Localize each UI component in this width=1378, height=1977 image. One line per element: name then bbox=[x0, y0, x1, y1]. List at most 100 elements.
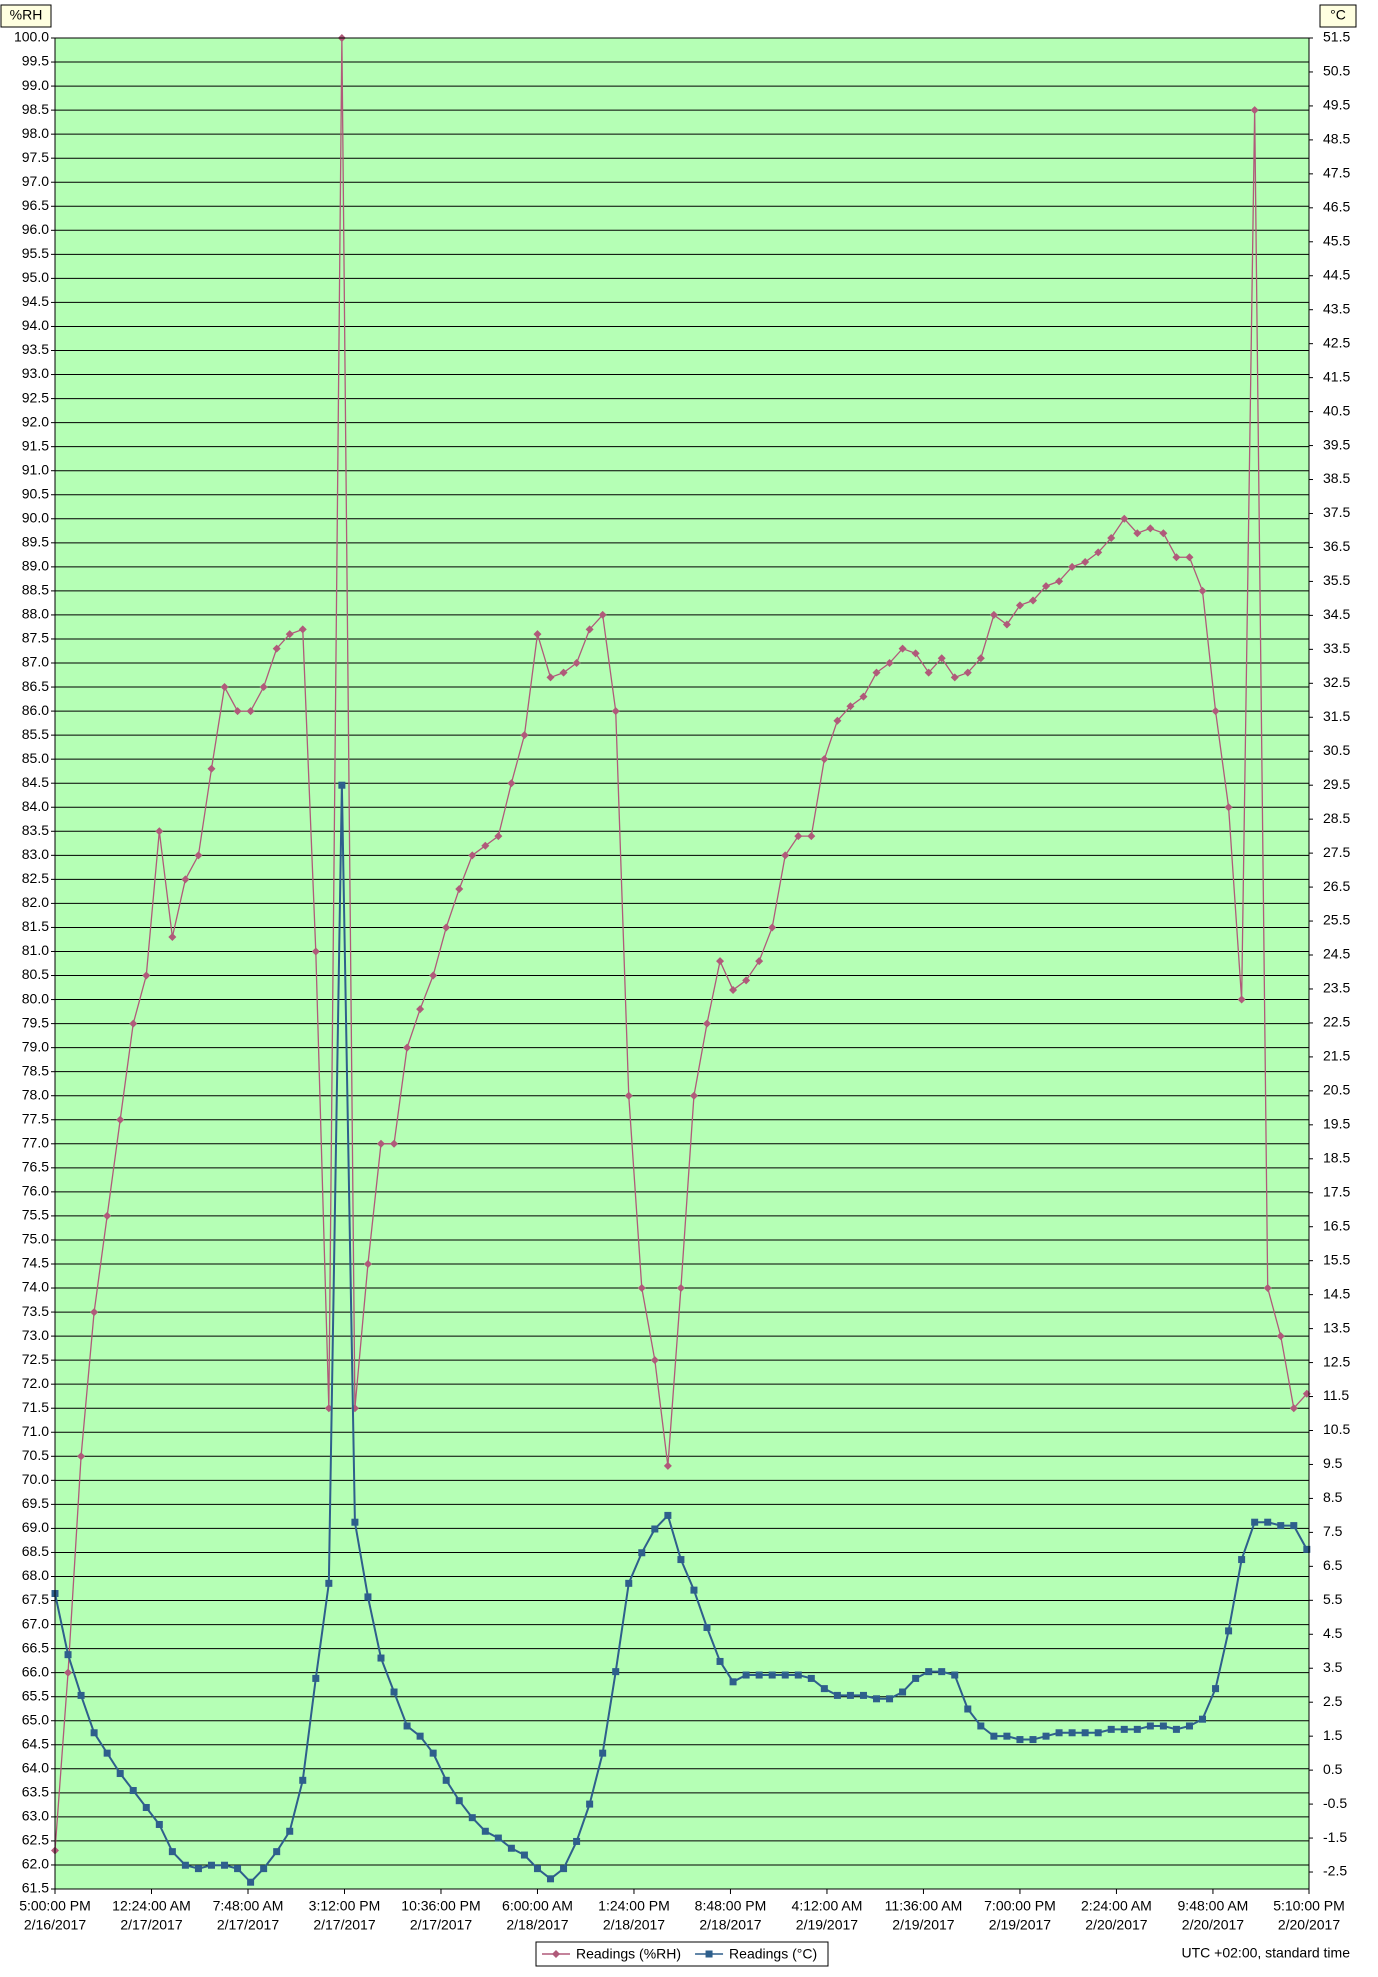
legend-label: Readings (%RH) bbox=[576, 1946, 681, 1962]
data-point bbox=[585, 625, 594, 634]
y2-tick-label: 24.5 bbox=[1323, 946, 1350, 962]
data-point bbox=[233, 707, 242, 716]
y2-tick-label: 39.5 bbox=[1323, 436, 1350, 452]
data-point bbox=[390, 1688, 398, 1696]
legend-label: Readings (°C) bbox=[729, 1946, 817, 1962]
data-point bbox=[272, 644, 281, 653]
y2-tick-label: 51.5 bbox=[1323, 29, 1350, 45]
y2-tick-label: 44.5 bbox=[1323, 266, 1350, 282]
data-point bbox=[1146, 1722, 1154, 1730]
data-point bbox=[820, 1685, 828, 1693]
y-tick-label: 77.5 bbox=[22, 1110, 49, 1126]
y-tick-label: 84.0 bbox=[22, 798, 49, 814]
x-tick-label: 2/18/2017 bbox=[506, 1917, 568, 1933]
legend-marker bbox=[552, 1950, 560, 1958]
y-tick-label: 97.0 bbox=[22, 173, 49, 189]
data-point bbox=[598, 610, 607, 619]
y2-tick-label: 43.5 bbox=[1323, 300, 1350, 316]
data-point bbox=[77, 1452, 86, 1461]
y2-tick-label: 19.5 bbox=[1323, 1116, 1350, 1132]
data-point bbox=[729, 1678, 737, 1686]
y-tick-label: 97.5 bbox=[22, 149, 49, 165]
data-point bbox=[1055, 1729, 1063, 1737]
data-point bbox=[220, 683, 229, 692]
data-point bbox=[899, 1688, 907, 1696]
x-tick-label: 2/20/2017 bbox=[1278, 1917, 1340, 1933]
data-point bbox=[207, 764, 216, 773]
y2-tick-label: 47.5 bbox=[1323, 165, 1350, 181]
y-tick-label: 80.5 bbox=[22, 966, 49, 982]
data-point bbox=[1172, 553, 1181, 562]
data-point bbox=[481, 841, 490, 850]
data-point bbox=[586, 1800, 594, 1808]
y-tick-label: 77.0 bbox=[22, 1134, 49, 1150]
data-point bbox=[873, 1695, 881, 1703]
y2-tick-label: 36.5 bbox=[1323, 538, 1350, 554]
data-point bbox=[1238, 1556, 1246, 1564]
x-tick-label: 2/19/2017 bbox=[796, 1917, 858, 1933]
data-point bbox=[116, 1770, 124, 1778]
data-point bbox=[1172, 1725, 1180, 1733]
y-tick-label: 75.0 bbox=[22, 1231, 49, 1247]
data-point bbox=[1042, 1732, 1050, 1740]
y2-tick-label: 18.5 bbox=[1323, 1149, 1350, 1165]
y2-tick-label: 6.5 bbox=[1323, 1557, 1343, 1573]
data-point bbox=[194, 1865, 202, 1873]
y-tick-label: 78.5 bbox=[22, 1062, 49, 1078]
data-point bbox=[925, 1668, 933, 1676]
y-tick-label: 67.0 bbox=[22, 1615, 49, 1631]
data-point bbox=[364, 1593, 372, 1601]
data-point bbox=[990, 1732, 998, 1740]
y-tick-label: 70.5 bbox=[22, 1447, 49, 1463]
data-point bbox=[1289, 1404, 1298, 1413]
data-point bbox=[1133, 1725, 1141, 1733]
y-tick-label: 89.0 bbox=[22, 558, 49, 574]
y-tick-label: 98.0 bbox=[22, 125, 49, 141]
y-tick-label: 96.5 bbox=[22, 197, 49, 213]
y-tick-label: 65.0 bbox=[22, 1711, 49, 1727]
y-tick-label: 71.5 bbox=[22, 1399, 49, 1415]
data-point bbox=[755, 957, 764, 966]
y2-tick-label: 3.5 bbox=[1323, 1659, 1343, 1675]
y2-tick-label: 15.5 bbox=[1323, 1251, 1350, 1267]
data-point bbox=[742, 976, 751, 985]
data-point bbox=[1264, 1518, 1272, 1526]
y-tick-label: 62.0 bbox=[22, 1856, 49, 1872]
y2-axis-title: °C bbox=[1330, 7, 1346, 23]
y-tick-label: 82.5 bbox=[22, 870, 49, 886]
data-point bbox=[937, 654, 946, 663]
plot-area bbox=[55, 38, 1309, 1889]
data-point bbox=[1185, 1722, 1193, 1730]
x-tick-label: 11:36:00 AM bbox=[885, 1898, 963, 1914]
y2-tick-label: 41.5 bbox=[1323, 368, 1350, 384]
data-point bbox=[625, 1579, 633, 1587]
data-point bbox=[612, 1668, 620, 1676]
y-tick-label: 70.0 bbox=[22, 1471, 49, 1487]
data-point bbox=[298, 625, 307, 634]
y2-tick-label: 49.5 bbox=[1323, 97, 1350, 113]
y-tick-label: 99.5 bbox=[22, 53, 49, 69]
data-point bbox=[494, 832, 503, 841]
data-point bbox=[1002, 620, 1011, 629]
y2-tick-label: 1.5 bbox=[1323, 1727, 1343, 1743]
data-point bbox=[690, 1586, 698, 1594]
x-tick-label: 12:24:00 AM bbox=[112, 1898, 191, 1914]
y2-tick-label: 50.5 bbox=[1323, 63, 1350, 79]
y2-tick-label: 0.5 bbox=[1323, 1761, 1343, 1777]
data-point bbox=[599, 1749, 607, 1757]
x-tick-label: 10:36:00 PM bbox=[401, 1898, 480, 1914]
data-point bbox=[794, 832, 803, 841]
plot-border bbox=[54, 37, 1310, 1890]
y-tick-label: 66.0 bbox=[22, 1663, 49, 1679]
y-tick-label: 88.5 bbox=[22, 582, 49, 598]
y-tick-label: 94.5 bbox=[22, 293, 49, 309]
x-tick-label: 5:00:00 PM bbox=[19, 1898, 91, 1914]
y-tick-label: 98.5 bbox=[22, 101, 49, 117]
data-point bbox=[1015, 601, 1024, 610]
data-point bbox=[611, 707, 620, 716]
data-point bbox=[1146, 524, 1155, 533]
y-tick-label: 89.5 bbox=[22, 534, 49, 550]
data-point bbox=[403, 1722, 411, 1730]
data-point bbox=[912, 1674, 920, 1682]
data-point bbox=[429, 1749, 437, 1757]
